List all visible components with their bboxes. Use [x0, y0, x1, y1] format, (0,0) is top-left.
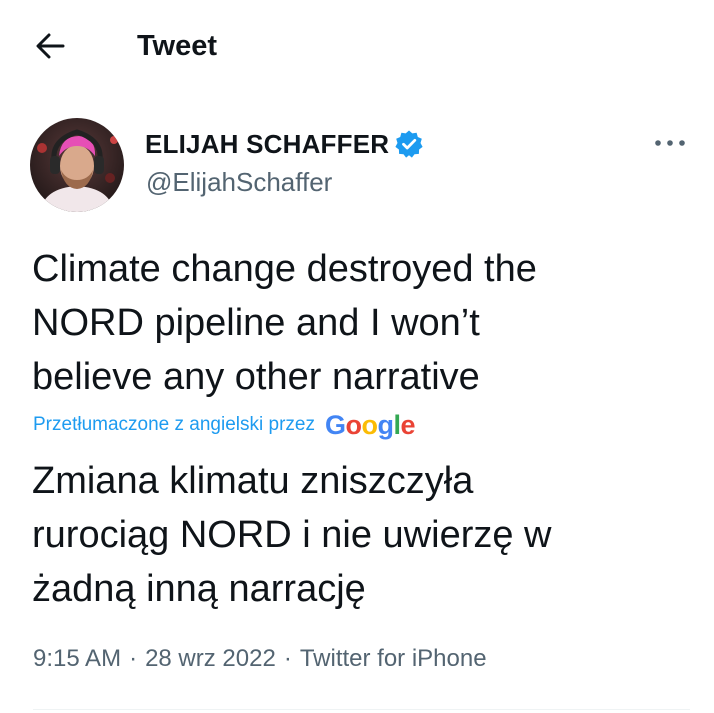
google-logo: Google	[324, 410, 416, 440]
tweet-date[interactable]: 28 wrz 2022	[145, 645, 276, 672]
google-logo-letter: e	[400, 410, 416, 440]
google-logo-letter: g	[377, 410, 394, 440]
avatar-image	[30, 118, 124, 212]
tweet-metadata: 9:15 AM · 28 wrz 2022 · Twitter for iPho…	[33, 645, 487, 673]
ellipsis-icon	[655, 140, 685, 146]
tweet-text-line: believe any other narrative	[32, 356, 480, 398]
google-logo-letter: o	[345, 410, 362, 440]
tweet-text: Climate change destroyed the NORD pipeli…	[32, 242, 692, 404]
translated-text-line: Zmiana klimatu zniszczyła	[32, 460, 474, 502]
meta-separator: ·	[283, 645, 292, 672]
arrow-left-icon	[36, 33, 65, 59]
google-logo-letter: o	[361, 410, 378, 440]
translated-tweet-text: Zmiana klimatu zniszczyła rurociąg NORD …	[32, 454, 692, 616]
tweet-source[interactable]: Twitter for iPhone	[299, 645, 487, 672]
tweet-author: ELIJAH SCHAFFER @ElijahSchaffer	[30, 118, 690, 213]
back-button[interactable]	[30, 28, 70, 64]
verified-badge-icon	[394, 129, 424, 159]
translated-text-line: rurociąg NORD i nie uwierzę w	[32, 514, 552, 556]
page-title: Tweet	[137, 30, 218, 62]
translation-attribution[interactable]: Przetłumaczone z angielski przez Google	[33, 410, 416, 440]
tweet-text-line: Climate change destroyed the	[32, 248, 537, 290]
tweet-time[interactable]: 9:15 AM	[33, 645, 122, 672]
google-logo-letter: l	[393, 410, 401, 440]
more-options-button[interactable]	[650, 130, 690, 156]
author-handle[interactable]: @ElijahSchaffer	[146, 167, 333, 197]
divider	[33, 709, 690, 710]
translated-text-line: żadną inną narrację	[32, 568, 366, 610]
meta-separator: ·	[129, 645, 138, 672]
author-display-name[interactable]: ELIJAH SCHAFFER	[145, 128, 390, 159]
tweet-text-line: NORD pipeline and I won’t	[32, 302, 480, 344]
google-logo-letter: G	[324, 410, 346, 440]
author-name-row: ELIJAH SCHAFFER	[145, 128, 424, 160]
avatar[interactable]	[30, 118, 124, 212]
tweet-header: Tweet	[0, 0, 714, 92]
translated-by-label: Przetłumaczone z angielski przez	[33, 414, 315, 435]
